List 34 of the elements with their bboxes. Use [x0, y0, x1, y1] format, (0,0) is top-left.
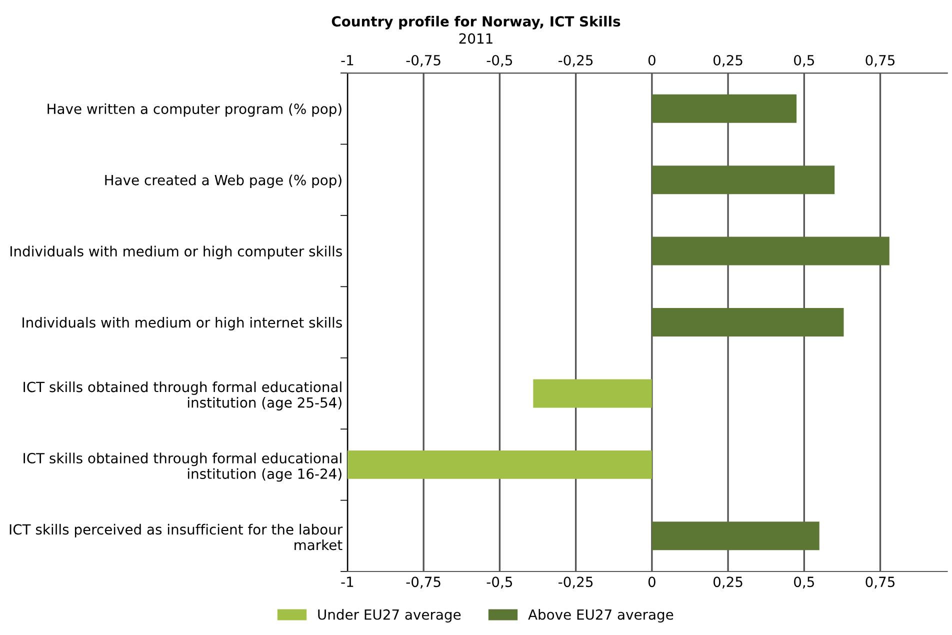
x-tick-label: 0,75 [866, 576, 895, 589]
bar [652, 236, 890, 266]
x-tick-label: 0,25 [713, 576, 742, 589]
x2-tick-label: -0,25 [558, 54, 593, 67]
y-tick-label: ICT skills obtained through formal educational institution (age 16-24) [24, 452, 342, 482]
x-tick-label: 0,5 [794, 576, 814, 589]
bar [533, 379, 652, 408]
x-tick-label: 0 [648, 576, 656, 588]
x2-tick-label: 0,75 [866, 54, 895, 67]
x2-tick-label: 0,25 [713, 54, 742, 67]
bar [652, 522, 820, 550]
x2-tick-label: 0,5 [794, 54, 814, 67]
chart-title: Country profile for Norway, ICT Skills [332, 16, 620, 30]
x2-tick-label: 0 [648, 54, 656, 66]
bar [652, 94, 797, 123]
bar [652, 308, 844, 337]
y-tick-label: Have written a computer program (% pop) [48, 103, 342, 117]
bar [652, 166, 835, 194]
y-tick-label: Individuals with medium or high internet skills [22, 316, 342, 330]
legend-label: Under EU27 average [318, 609, 461, 622]
y-tick-label: ICT skills obtained through formal educational institution (age 25-54) [24, 381, 342, 410]
x2-tick-label: -0,75 [406, 54, 440, 67]
x-tick-label: -0,25 [558, 576, 593, 589]
x-tick-label: -0,75 [406, 576, 440, 589]
chart-subtitle: 2011 [459, 33, 492, 44]
x-tick-label: -0,5 [486, 576, 512, 589]
x2-tick-label: -1 [341, 55, 354, 66]
y-tick-label: Have created a Web page (% pop) [105, 174, 342, 188]
y-tick-label: ICT skills perceived as insufficient for the labour market [10, 524, 343, 550]
legend-label: Above EU27 average [528, 609, 674, 622]
x2-tick-label: -0,5 [486, 54, 512, 67]
y-tick-label: Individuals with medium or high computer skills [10, 246, 342, 260]
x-tick-label: -1 [341, 576, 354, 587]
bar [347, 450, 652, 479]
